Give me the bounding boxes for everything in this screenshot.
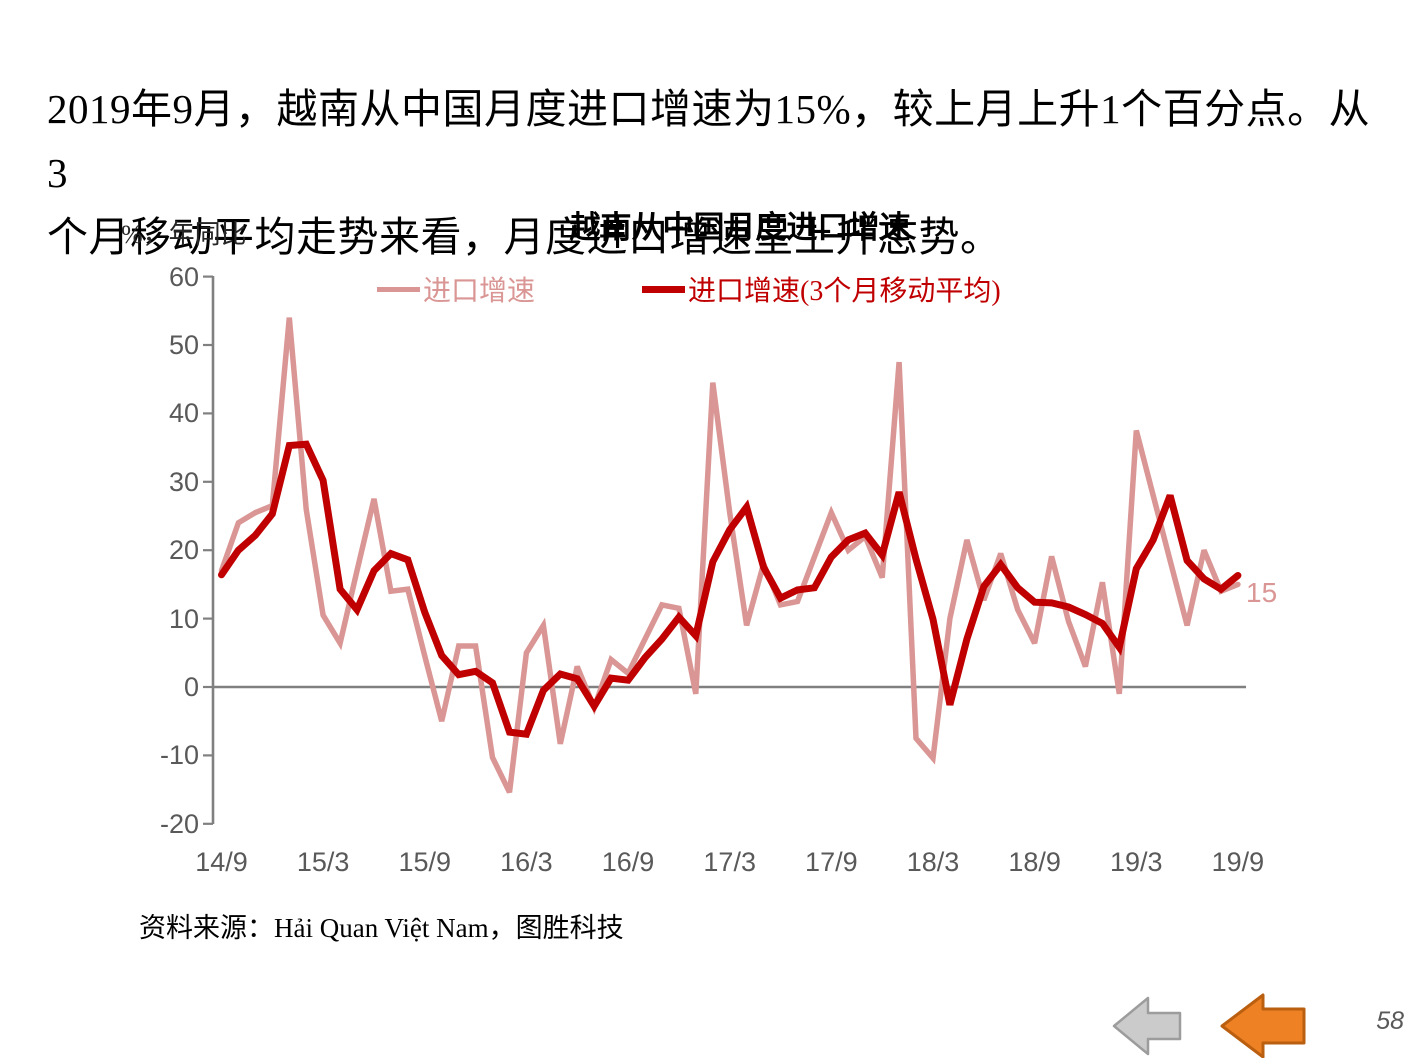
legend-label: 进口增速 xyxy=(423,276,536,307)
y-tick-label: 40 xyxy=(168,398,199,429)
legend-item-moving-average: 进口增速(3个月移动平均) xyxy=(642,272,1001,307)
y-tick-label: 0 xyxy=(183,672,199,702)
last-value-data-label: 15 xyxy=(1246,577,1278,608)
x-tick-label: 15/3 xyxy=(296,847,350,877)
back-arrow-button[interactable] xyxy=(1112,996,1182,1056)
legend-label: 进口增速(3个月移动平均) xyxy=(688,276,1001,307)
headline: 2019年9月，越南从中国月度进口增速为15%，较上月上升1个百分点。从3 个月… xyxy=(47,77,1387,269)
y-tick-label: 50 xyxy=(168,330,199,360)
page-number: 58 xyxy=(1376,1007,1404,1035)
x-tick-label: 16/9 xyxy=(601,847,655,877)
x-tick-label: 15/9 xyxy=(398,847,452,877)
legend-item-import-growth: 进口增速 xyxy=(377,272,536,307)
y-axis-unit-label: %，年同比 xyxy=(121,220,247,249)
headline-line-1: 2019年9月，越南从中国月度进口增速为15%，较上月上升1个百分点。从3 xyxy=(47,86,1371,196)
moving-average-line xyxy=(218,440,1242,739)
y-tick-label: 60 xyxy=(168,261,199,292)
series-layer xyxy=(218,317,1242,794)
import-growth-line xyxy=(218,317,1241,794)
x-tick-label: 17/3 xyxy=(703,847,756,877)
legend-swatch-red-line xyxy=(642,285,685,293)
x-tick-label: 14/9 xyxy=(195,847,248,877)
x-tick-label: 19/9 xyxy=(1211,847,1265,877)
y-tick-label: 30 xyxy=(168,466,199,497)
legend-swatch-pink-line xyxy=(377,286,420,292)
chart-title: 越南从中国月度进口增速 xyxy=(569,210,911,245)
headline-line-2: 个月移动平均走势来看，月度进口增速呈上升态势。 xyxy=(47,214,1002,260)
x-tick-label: 18/9 xyxy=(1008,847,1061,877)
axis-layer xyxy=(203,275,1246,825)
forward-arrow-button[interactable] xyxy=(1220,993,1306,1058)
y-tick-label: 10 xyxy=(168,603,199,634)
x-tick-label: 17/9 xyxy=(805,847,858,877)
y-tick-label: -10 xyxy=(159,740,199,771)
x-tick-label: 19/3 xyxy=(1109,847,1163,877)
source-note: 资料来源：Hải Quan Việt Nam，图胜科技 xyxy=(139,913,624,943)
y-tick-label: 20 xyxy=(168,535,199,566)
y-tick-label: -20 xyxy=(159,808,199,839)
x-tick-label: 18/3 xyxy=(906,847,960,877)
x-tick-label: 16/3 xyxy=(500,847,553,877)
